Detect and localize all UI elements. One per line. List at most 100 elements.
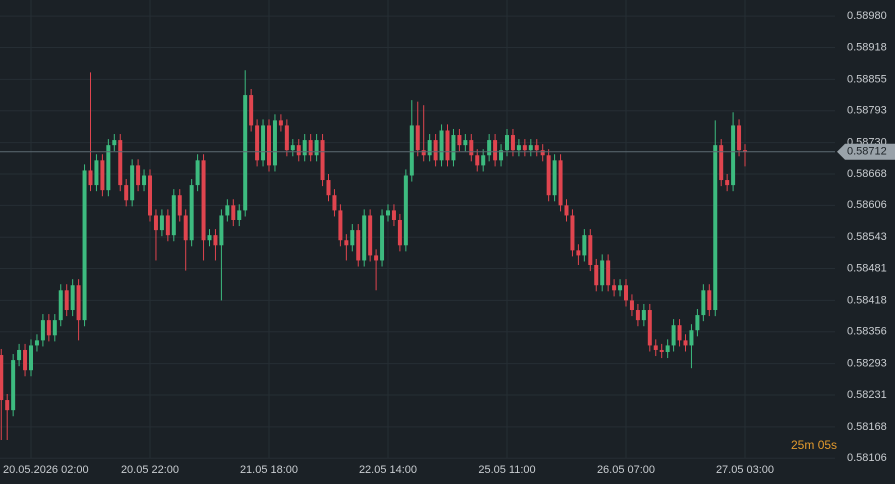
countdown-minutes: 25m bbox=[791, 438, 814, 452]
y-tick-label: 0.58793 bbox=[847, 105, 887, 117]
candle-body bbox=[195, 160, 200, 186]
candle-body bbox=[558, 160, 563, 206]
candle-body bbox=[11, 360, 16, 411]
y-tick-label: 0.58668 bbox=[847, 168, 887, 180]
candle-body bbox=[58, 290, 63, 321]
candle-body bbox=[34, 340, 39, 346]
candle-body bbox=[552, 160, 557, 196]
candle-body bbox=[487, 140, 492, 156]
candle-body bbox=[409, 125, 414, 176]
candle-body bbox=[332, 195, 337, 211]
candle-body bbox=[82, 170, 87, 321]
candle-body bbox=[290, 145, 295, 151]
candle-body bbox=[130, 165, 135, 201]
y-tick-label: 0.58293 bbox=[847, 358, 887, 370]
candle-body bbox=[582, 235, 587, 256]
candle-body bbox=[278, 120, 283, 126]
candle-body bbox=[350, 230, 355, 246]
candle-body bbox=[510, 135, 515, 151]
candle-body bbox=[171, 195, 176, 236]
candle-body bbox=[52, 320, 57, 336]
candle-body bbox=[683, 340, 688, 346]
candle-body bbox=[695, 315, 700, 331]
candle-body bbox=[701, 290, 706, 316]
candle-body bbox=[493, 140, 498, 161]
candle-body bbox=[397, 220, 402, 246]
candle-body bbox=[344, 240, 349, 246]
candle-body bbox=[213, 235, 218, 246]
candle-body bbox=[70, 285, 75, 311]
y-tick-label: 0.58543 bbox=[847, 231, 887, 243]
candle-body bbox=[225, 205, 230, 216]
candle-body bbox=[534, 145, 539, 151]
candle-body bbox=[737, 125, 742, 151]
candle-body bbox=[403, 175, 408, 246]
y-tick-label: 0.58418 bbox=[847, 294, 887, 306]
candle-body bbox=[177, 195, 182, 216]
candle-body bbox=[386, 210, 390, 216]
candle-body bbox=[142, 175, 147, 186]
candle-body bbox=[237, 210, 242, 220]
candle-body bbox=[647, 310, 652, 346]
candle-body bbox=[314, 140, 319, 156]
candle-body bbox=[201, 160, 206, 241]
candle-body bbox=[124, 185, 129, 201]
candle-body bbox=[231, 205, 236, 220]
x-tick-label: 20.05.2026 02:00 bbox=[3, 464, 89, 476]
candle-body bbox=[677, 325, 682, 341]
last-price-label: 0.58712 bbox=[847, 146, 887, 158]
candle-body bbox=[564, 205, 569, 216]
y-tick-label: 0.58606 bbox=[847, 199, 887, 211]
candle-body bbox=[243, 95, 248, 211]
x-tick-label: 21.05 18:00 bbox=[240, 464, 298, 476]
x-tick-label: 25.05 11:00 bbox=[478, 464, 535, 476]
candle-body bbox=[629, 300, 634, 311]
x-tick-label: 27.05 03:00 bbox=[716, 464, 774, 476]
candle-body bbox=[219, 215, 224, 246]
candle-body bbox=[374, 255, 379, 261]
candle-body bbox=[302, 140, 307, 156]
candle-body bbox=[588, 235, 593, 266]
candle-body bbox=[499, 150, 504, 161]
candle-body bbox=[88, 170, 93, 186]
candle-body bbox=[719, 145, 724, 181]
candle-body bbox=[23, 349, 28, 371]
candle-body bbox=[671, 325, 676, 346]
candle-body bbox=[308, 140, 313, 156]
candle-body bbox=[540, 150, 545, 156]
candles bbox=[0, 70, 747, 440]
candle-body bbox=[380, 215, 385, 261]
candle-body bbox=[469, 140, 474, 156]
candle-body bbox=[439, 130, 444, 161]
candle-body bbox=[433, 140, 438, 161]
candle-body bbox=[40, 320, 45, 341]
candle-body bbox=[421, 150, 426, 156]
candle-body bbox=[481, 155, 486, 166]
candle-body bbox=[528, 145, 533, 151]
candle-body bbox=[64, 290, 69, 311]
candle-body bbox=[296, 145, 301, 156]
candle-body bbox=[612, 285, 617, 291]
candle-body bbox=[731, 125, 736, 186]
candle-body bbox=[106, 145, 111, 191]
x-tick-label: 22.05 14:00 bbox=[359, 464, 417, 476]
candle-body bbox=[505, 135, 509, 151]
y-tick-label: 0.58481 bbox=[847, 262, 887, 274]
candle-body bbox=[713, 145, 718, 311]
candle-body bbox=[522, 145, 527, 151]
candle-body bbox=[707, 290, 712, 311]
candle-body bbox=[457, 135, 462, 146]
candle-body bbox=[570, 215, 575, 251]
candle-body bbox=[76, 285, 81, 321]
candle-body bbox=[46, 320, 51, 336]
candle-body bbox=[475, 155, 480, 166]
candle-body bbox=[100, 160, 105, 191]
candle-body bbox=[641, 310, 646, 321]
candle-body bbox=[189, 185, 194, 241]
candle-body bbox=[391, 210, 396, 220]
candle-body bbox=[159, 215, 164, 231]
candle-body bbox=[326, 180, 331, 196]
candle-body bbox=[415, 125, 420, 151]
candle-body bbox=[635, 310, 640, 321]
candle-body bbox=[546, 155, 551, 196]
